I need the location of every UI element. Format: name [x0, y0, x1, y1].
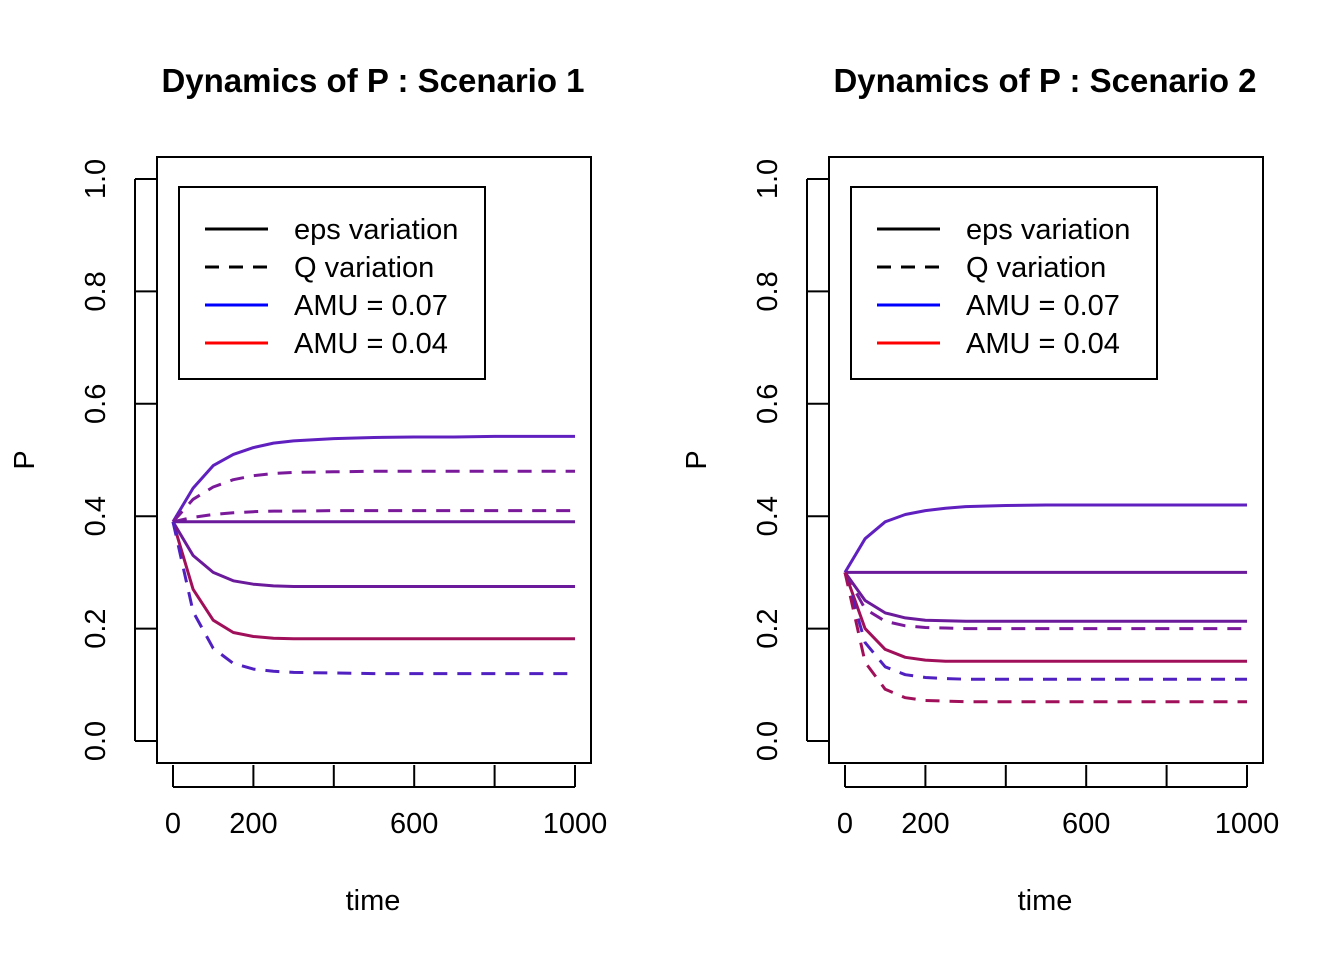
series-line-2	[171, 469, 575, 523]
legend-label: AMU = 0.04	[966, 328, 1120, 360]
y-tick-label: 0.4	[80, 496, 112, 536]
legend-label: eps variation	[294, 214, 458, 246]
y-tick-label: 0.8	[80, 271, 112, 311]
series-line-5	[843, 571, 1247, 663]
y-tick-label: 0.6	[80, 384, 112, 424]
legend-label: AMU = 0.07	[966, 290, 1120, 322]
legend: eps variation Q variation AMU = 0.07 AMU = …	[850, 186, 1158, 380]
series-line-3	[843, 571, 1247, 623]
chart-panel-1: Dynamics of P : Scenario 1 0 200 600 1000 0.0…	[9, 62, 607, 917]
y-tick-label: 0.2	[80, 608, 112, 648]
series-line-1	[171, 434, 575, 523]
legend-label: AMU = 0.04	[294, 328, 448, 360]
series-line-4	[843, 571, 1247, 631]
x-tick-label: 600	[390, 808, 438, 840]
legend-label: eps variation	[966, 214, 1130, 246]
y-tick-label: 1.0	[80, 159, 112, 199]
series-line-7	[171, 521, 575, 676]
x-axis-label: time	[346, 885, 401, 917]
x-tick-label: 0	[837, 808, 853, 840]
series-line-1	[843, 503, 1247, 574]
x-axis-label: time	[1018, 885, 1073, 917]
series-line-3	[172, 509, 575, 524]
legend-label: Q variation	[294, 252, 434, 284]
legend-label: AMU = 0.07	[294, 290, 448, 322]
x-tick-label: 1000	[543, 808, 608, 840]
x-tick-label: 200	[229, 808, 277, 840]
y-tick-label: 1.0	[752, 159, 784, 199]
legend-box	[178, 186, 486, 380]
y-tick-label: 0.2	[752, 608, 784, 648]
x-tick-label: 200	[901, 808, 949, 840]
y-tick-label: 0.4	[752, 496, 784, 536]
chart-panel-2: Dynamics of P : Scenario 2 0 200 600 1000 0.0…	[681, 62, 1279, 917]
y-tick-label: 0.8	[752, 271, 784, 311]
series-line-6	[171, 521, 575, 641]
plot-frame	[156, 156, 592, 764]
y-axis-label: P	[681, 450, 713, 469]
legend-label: Q variation	[966, 252, 1106, 284]
x-tick-label: 1000	[1215, 808, 1280, 840]
y-tick-label: 0.6	[752, 384, 784, 424]
plot-frame	[828, 156, 1264, 764]
series-line-5	[171, 521, 575, 588]
y-tick-label: 0.0	[80, 721, 112, 761]
x-tick-label: 0	[165, 808, 181, 840]
chart-title: Dynamics of P : Scenario 1	[161, 62, 584, 99]
series-line-6	[843, 571, 1247, 681]
y-tick-label: 0.0	[752, 721, 784, 761]
chart-title: Dynamics of P : Scenario 2	[833, 62, 1256, 99]
legend-box	[850, 186, 1158, 380]
x-tick-label: 600	[1062, 808, 1110, 840]
series-line-7	[843, 572, 1247, 704]
y-axis-label: P	[9, 450, 41, 469]
legend: eps variation Q variation AMU = 0.07 AMU = …	[178, 186, 486, 380]
